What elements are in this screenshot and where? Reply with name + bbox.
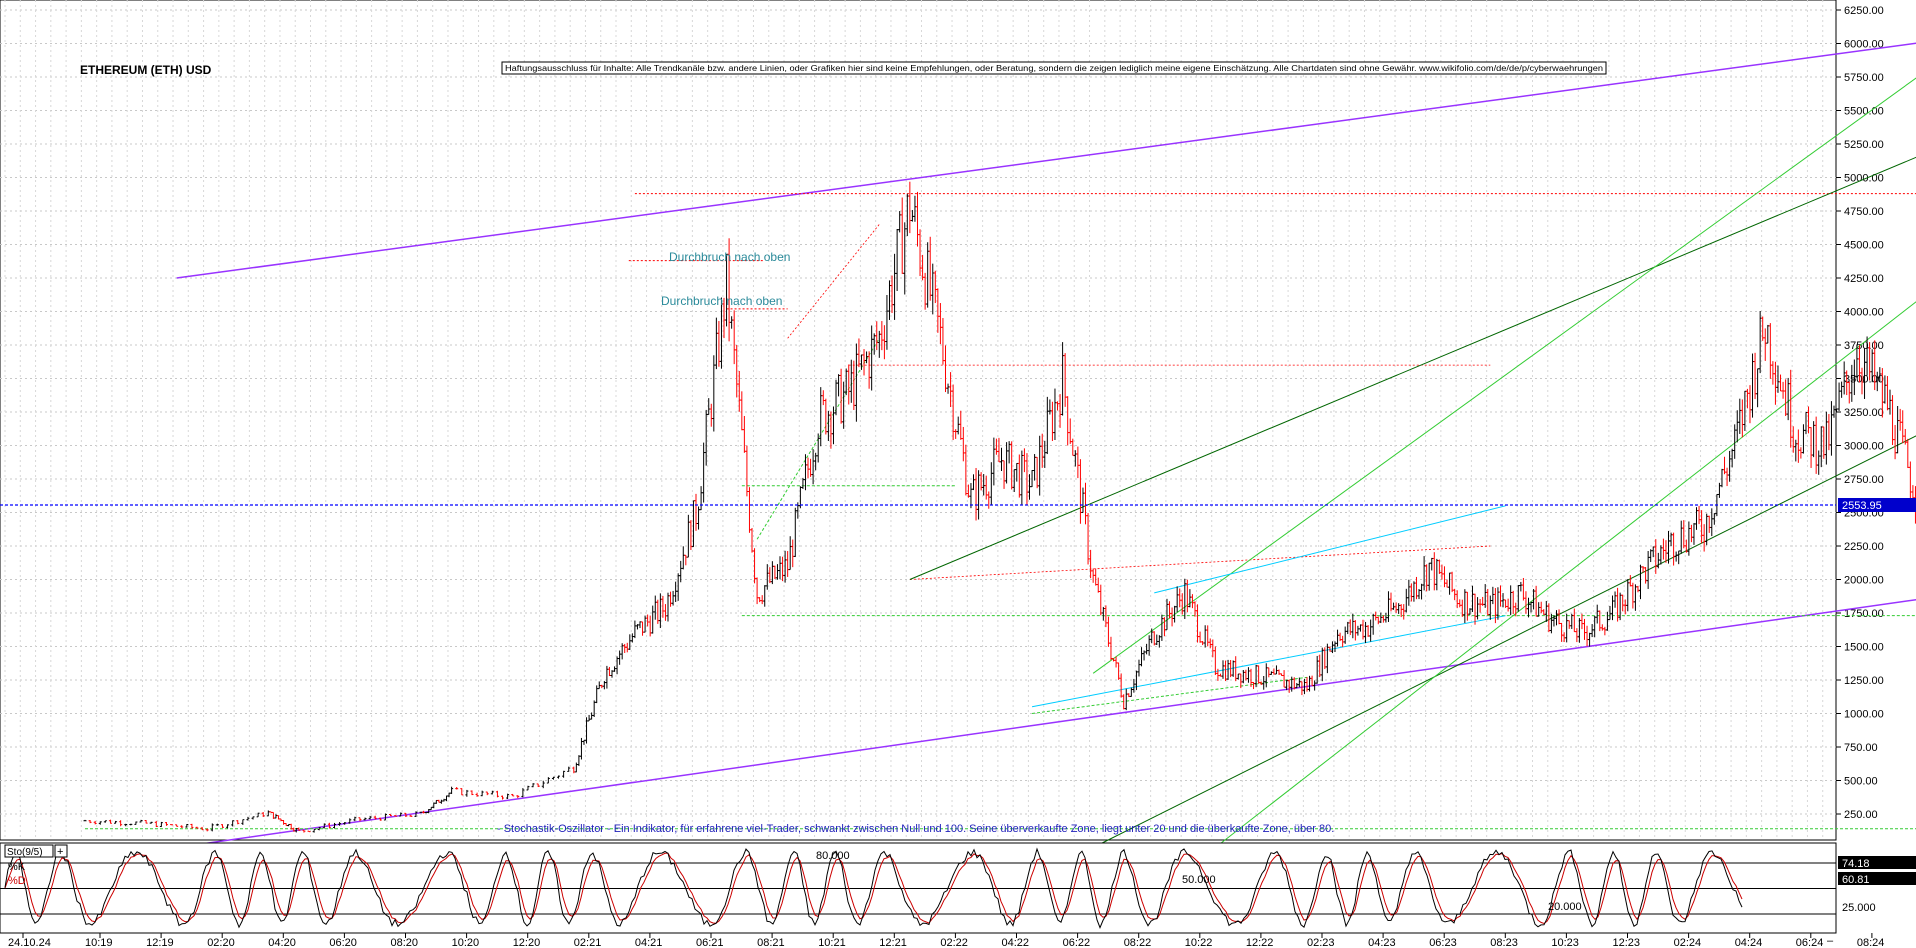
y-tick-label: 4250.00 (1844, 273, 1884, 285)
y-tick-label: 4000.00 (1844, 307, 1884, 319)
osc-right-tick: 25.000 (1842, 902, 1876, 914)
y-tick-label: 1250.00 (1844, 675, 1884, 687)
x-tick-label: 04:24 (1735, 937, 1763, 948)
y-tick-label: 1750.00 (1844, 608, 1884, 620)
x-tick-label: 10:22 (1185, 937, 1213, 948)
x-tick-label: 10:21 (818, 937, 846, 948)
y-tick-label: 6250.00 (1844, 5, 1884, 17)
x-tick-label: 12:20 (513, 937, 541, 948)
y-tick-label: 500.00 (1844, 776, 1878, 788)
y-tick-label: 3000.00 (1844, 441, 1884, 453)
osc-d-value: 60.81 (1842, 874, 1870, 886)
current-price-label: 2553.95 (1842, 500, 1882, 512)
y-tick-label: 2000.00 (1844, 575, 1884, 587)
y-tick-label: 4750.00 (1844, 206, 1884, 218)
vertical-grid (4, 0, 1824, 840)
cyan-upper (1154, 505, 1506, 594)
x-tick-label: 04:22 (1002, 937, 1030, 948)
x-tick-label: 04:23 (1368, 937, 1396, 948)
x-tick-label: 06:20 (329, 937, 357, 948)
osc-level-20-label: 20.000 (1548, 901, 1582, 913)
annotation-breakout-1: Durchbruch nach oben (669, 250, 790, 264)
y-tick-label: 1000.00 (1844, 709, 1884, 721)
osc-legend-box (4, 844, 54, 858)
y-tick-label: 3500.00 (1844, 374, 1884, 386)
y-tick-label: 6000.00 (1844, 39, 1884, 51)
resistance-3 (909, 545, 1491, 580)
osc-d-label: %D (8, 875, 26, 887)
x-tick-label: 08:21 (757, 937, 785, 948)
x-tick-label: 12:19 (146, 937, 174, 948)
chart-title: ETHEREUM (ETH) USD (80, 63, 212, 77)
plus-icon: + (57, 846, 63, 858)
trend-dark-1 (1092, 435, 1916, 848)
x-tick-label: 04:20 (268, 937, 296, 948)
x-tick-label: 02:24 (1674, 937, 1702, 948)
x-tick-label: 02:20 (207, 937, 235, 948)
y-tick-label: 1500.00 (1844, 642, 1884, 654)
x-tick-label: 02:21 (574, 937, 602, 948)
x-tick-label: 06:24 (1796, 937, 1824, 948)
osc-legend-name: Sto(9/5) (7, 847, 43, 858)
cyan-lower (1031, 615, 1506, 708)
y-tick-label: 750.00 (1844, 742, 1878, 754)
x-tick-label: 06:22 (1063, 937, 1091, 948)
x-tick-label: 10:19 (85, 937, 113, 948)
x-tick-label: 06:21 (696, 937, 724, 948)
y-tick-label: 5000.00 (1844, 173, 1884, 185)
x-tick-label: 08:24 (1857, 937, 1885, 948)
x-tick-label: 08:22 (1124, 937, 1152, 948)
trend-light-2 (1092, 77, 1916, 674)
osc-k-line (4, 847, 1743, 929)
x-tick-label: 12:22 (1246, 937, 1274, 948)
osc-d-badge (1838, 872, 1916, 885)
x-tick-label: 24.10.24 (8, 937, 51, 948)
osc-expand-button[interactable] (54, 844, 68, 858)
y-tick-label: 2750.00 (1844, 474, 1884, 486)
fan-red (787, 224, 880, 339)
annotation-breakout-2: Durchbruch nach oben (661, 294, 782, 308)
x-tick-label: 06:23 (1429, 937, 1457, 948)
trend-light-1 (1215, 301, 1916, 848)
x-tick-label: 10:23 (1551, 937, 1579, 948)
osc-level-80-label: 80.000 (816, 850, 850, 862)
channel-lower (176, 598, 1916, 849)
scroll-left-icon[interactable]: – (1827, 935, 1834, 947)
y-tick-label: 5750.00 (1844, 72, 1884, 84)
oscillator-series (4, 847, 1743, 929)
x-tick-label: 12:21 (879, 937, 907, 948)
y-tick-label: 3750.00 (1844, 340, 1884, 352)
oscillator-note: - Stochastik-Oszillator - Ein Indikator,… (497, 823, 1334, 835)
price-series (83, 181, 1916, 833)
channel-upper (176, 42, 1916, 279)
x-tick-label: 12:23 (1613, 937, 1641, 948)
x-tick-label: 10:20 (452, 937, 480, 948)
current-price-badge (1838, 498, 1916, 512)
x-tick-label: 08:23 (1490, 937, 1518, 948)
price-panel (0, 0, 1837, 841)
price-axis: 250.00 500.00 750.00 1000.00 1250.00 1500.00 1… (1836, 5, 1884, 821)
y-tick-label: 4500.00 (1844, 240, 1884, 252)
disclaimer-text: Haftungsausschluss für Inhalte: Alle Tre… (505, 63, 1603, 73)
y-tick-label: 5250.00 (1844, 139, 1884, 151)
osc-k-badge (1838, 856, 1916, 869)
disclaimer-box (501, 61, 1607, 75)
x-tick-label: 04:21 (635, 937, 663, 948)
osc-level-50-label: 50.000 (1182, 874, 1216, 886)
y-tick-label: 2250.00 (1844, 541, 1884, 553)
y-tick-label: 3250.00 (1844, 407, 1884, 419)
osc-d-line (4, 852, 1743, 925)
x-tick-label: 02:22 (940, 937, 968, 948)
y-tick-label: 250.00 (1844, 809, 1878, 821)
osc-k-label: %K (8, 861, 26, 873)
x-tick-label: 02:23 (1307, 937, 1335, 948)
x-tick-label: 08:20 (391, 937, 419, 948)
horizontal-grid (0, 9, 1836, 815)
time-axis: 24.10.24 10:19 12:19 02:20 04:20 06:20 08:20 10… (8, 933, 1885, 948)
osc-k-value: 74.18 (1842, 858, 1870, 870)
